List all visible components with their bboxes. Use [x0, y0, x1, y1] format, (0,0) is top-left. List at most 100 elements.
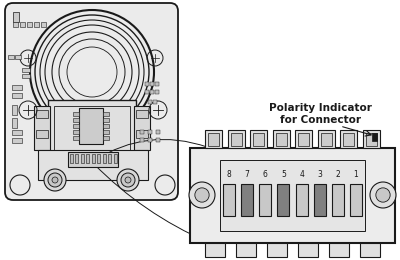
Bar — [34, 106, 50, 150]
Bar — [103, 118, 109, 122]
Bar — [12, 138, 22, 143]
Bar — [73, 136, 79, 140]
Bar — [92, 154, 94, 163]
Bar — [103, 136, 109, 140]
Bar — [321, 133, 332, 146]
Bar — [48, 100, 136, 158]
Bar — [34, 22, 39, 27]
Bar — [372, 133, 377, 141]
Bar — [13, 22, 18, 27]
Bar — [103, 124, 109, 128]
Bar — [344, 133, 354, 146]
Bar — [223, 184, 235, 216]
Bar — [236, 243, 256, 257]
Bar — [97, 154, 100, 163]
Bar — [8, 55, 14, 59]
Bar — [148, 100, 152, 104]
Bar — [134, 106, 150, 150]
Circle shape — [189, 182, 215, 208]
Bar — [36, 130, 48, 138]
Bar — [155, 82, 159, 86]
Text: 2: 2 — [336, 170, 340, 179]
Bar — [190, 148, 395, 243]
Bar — [54, 106, 130, 152]
Bar — [314, 184, 326, 216]
Text: 5: 5 — [281, 170, 286, 179]
Text: 1: 1 — [354, 170, 358, 179]
Bar — [156, 130, 160, 134]
Bar — [102, 154, 106, 163]
Bar — [80, 154, 84, 163]
Bar — [145, 82, 149, 86]
Bar — [22, 74, 30, 78]
Bar — [36, 110, 48, 118]
Bar — [108, 154, 111, 163]
Bar — [73, 130, 79, 134]
Bar — [20, 22, 25, 27]
Circle shape — [117, 169, 139, 191]
Bar — [230, 133, 242, 146]
Bar — [150, 82, 154, 86]
Bar — [205, 130, 222, 148]
Bar — [68, 152, 118, 167]
Bar — [318, 130, 335, 148]
Bar — [22, 68, 30, 72]
Bar — [350, 184, 362, 216]
Text: 8: 8 — [227, 170, 232, 179]
Bar — [86, 154, 89, 163]
Bar — [363, 130, 380, 148]
Bar — [298, 133, 309, 146]
Bar — [140, 138, 144, 142]
Bar — [12, 93, 22, 98]
Bar — [38, 150, 148, 180]
Text: for Connector: for Connector — [280, 115, 360, 125]
Bar — [360, 243, 380, 257]
Bar — [12, 105, 17, 115]
Bar — [253, 133, 264, 146]
Bar — [136, 110, 148, 118]
Bar — [27, 22, 32, 27]
Bar — [79, 108, 103, 144]
Circle shape — [376, 188, 390, 202]
Bar — [208, 133, 219, 146]
Bar — [329, 243, 349, 257]
Bar — [103, 112, 109, 116]
Bar — [267, 243, 287, 257]
Bar — [295, 130, 312, 148]
Text: 6: 6 — [263, 170, 268, 179]
Bar — [103, 130, 109, 134]
Bar — [73, 118, 79, 122]
Bar — [156, 138, 160, 142]
Bar — [70, 154, 72, 163]
Bar — [273, 130, 290, 148]
Bar — [228, 130, 244, 148]
Bar — [75, 154, 78, 163]
Bar — [150, 90, 154, 94]
FancyBboxPatch shape — [5, 3, 178, 200]
Bar — [114, 154, 116, 163]
Bar — [155, 90, 159, 94]
Bar — [259, 184, 271, 216]
Bar — [296, 184, 308, 216]
Bar — [298, 243, 318, 257]
Text: Polarity Indicator: Polarity Indicator — [268, 103, 372, 113]
Bar — [366, 133, 377, 146]
Bar — [140, 130, 144, 134]
Bar — [276, 133, 287, 146]
Bar — [12, 130, 22, 135]
Circle shape — [370, 182, 396, 208]
Text: 3: 3 — [317, 170, 322, 179]
Circle shape — [121, 173, 135, 187]
Bar — [148, 130, 152, 134]
Bar — [145, 90, 149, 94]
Bar — [41, 22, 46, 27]
Bar — [332, 184, 344, 216]
Bar — [250, 130, 267, 148]
Bar — [13, 12, 19, 22]
Circle shape — [52, 177, 58, 183]
Bar — [220, 160, 365, 231]
Bar — [148, 138, 152, 142]
Bar — [241, 184, 253, 216]
Circle shape — [125, 177, 131, 183]
Bar — [153, 100, 157, 104]
